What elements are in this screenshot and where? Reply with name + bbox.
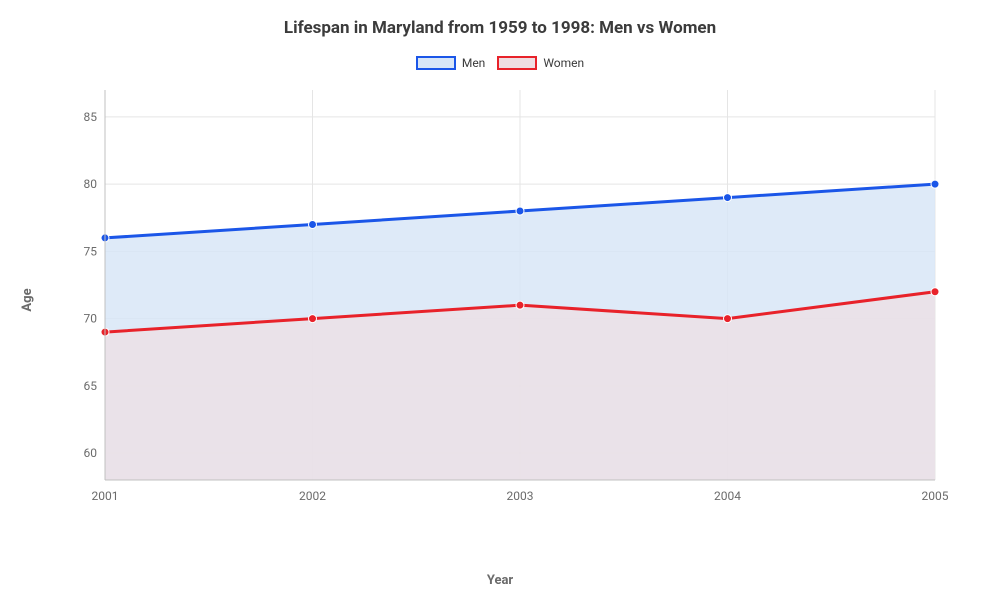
svg-text:2003: 2003 xyxy=(507,489,534,503)
svg-text:65: 65 xyxy=(84,379,98,393)
x-axis-label: Year xyxy=(0,573,1000,588)
legend: Men Women xyxy=(0,56,1000,70)
legend-label-men: Men xyxy=(462,56,485,70)
legend-label-women: Women xyxy=(543,56,584,70)
legend-swatch-men xyxy=(416,56,456,70)
svg-text:2001: 2001 xyxy=(92,489,119,503)
legend-swatch-women xyxy=(497,56,537,70)
chart-container: Lifespan in Maryland from 1959 to 1998: … xyxy=(0,0,1000,600)
plot-area: 60 65 70 75 80 85 2001 2002 2003 2004 2005 xyxy=(60,85,950,530)
chart-title: Lifespan in Maryland from 1959 to 1998: … xyxy=(0,18,1000,38)
svg-text:85: 85 xyxy=(84,110,98,124)
svg-text:75: 75 xyxy=(84,244,98,258)
y-axis-label: Age xyxy=(20,288,35,311)
svg-text:60: 60 xyxy=(84,446,98,460)
svg-text:70: 70 xyxy=(84,312,98,326)
legend-item-women[interactable]: Women xyxy=(497,56,584,70)
svg-text:2005: 2005 xyxy=(922,489,949,503)
svg-text:2002: 2002 xyxy=(299,489,326,503)
svg-text:2004: 2004 xyxy=(714,489,741,503)
svg-text:80: 80 xyxy=(84,177,98,191)
chart-svg: 60 65 70 75 80 85 2001 2002 2003 2004 2005 xyxy=(60,85,950,530)
legend-item-men[interactable]: Men xyxy=(416,56,485,70)
